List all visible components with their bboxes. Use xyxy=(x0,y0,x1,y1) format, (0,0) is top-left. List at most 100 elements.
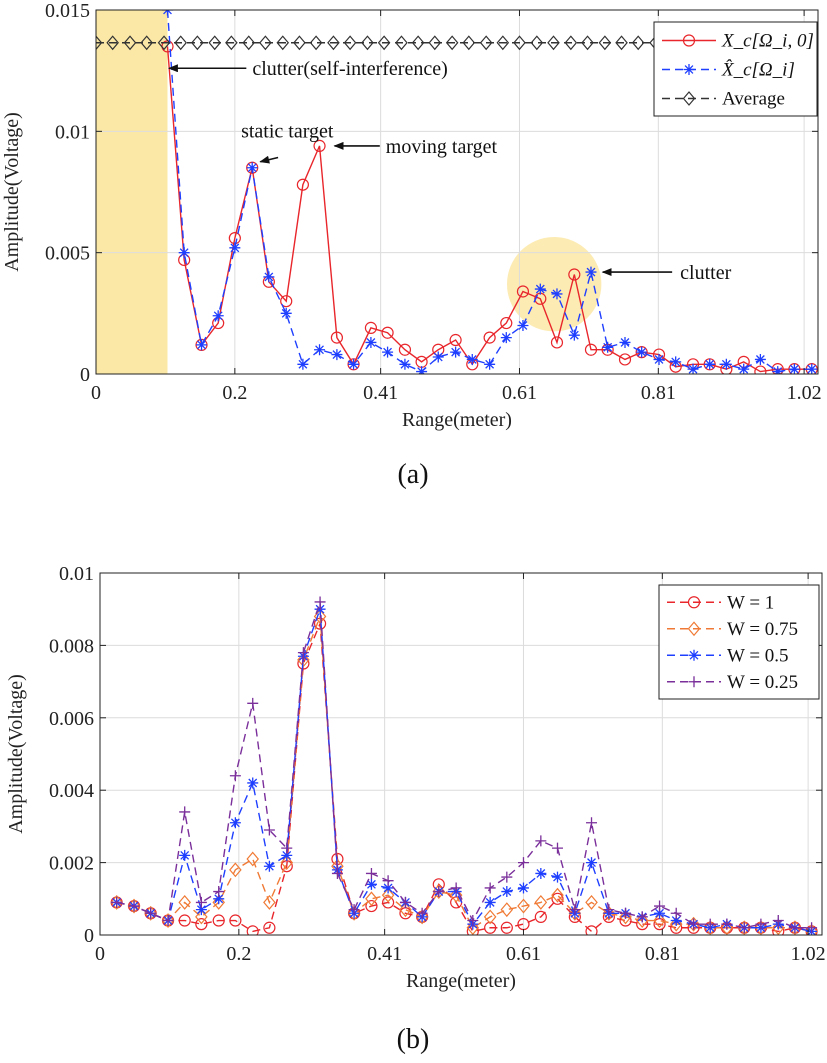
data-point-s0 xyxy=(382,896,395,909)
data-point-s0 xyxy=(263,921,276,934)
x-tick-label: 1.02 xyxy=(791,943,826,965)
data-point-s3 xyxy=(297,647,309,659)
data-point-s2 xyxy=(140,35,153,51)
data-point-s0 xyxy=(618,353,632,366)
data-point-s1 xyxy=(399,358,411,370)
data-point-s3 xyxy=(399,896,411,908)
data-point-s0 xyxy=(500,921,513,934)
x-axis-title-b: Range(meter) xyxy=(406,970,516,992)
x-axis-title-a: Range(meter) xyxy=(402,409,512,431)
data-point-s3 xyxy=(670,907,682,919)
x-tick-label: 0.41 xyxy=(367,943,402,965)
data-point-s1 xyxy=(196,339,208,351)
data-point-s2 xyxy=(382,882,394,894)
data-point-s2 xyxy=(581,35,594,51)
data-point-s1 xyxy=(331,349,343,361)
data-point-s1 xyxy=(720,358,732,370)
y-tick-label: 0.01 xyxy=(55,121,90,143)
data-point-s2 xyxy=(327,35,340,51)
y-tick-label: 0 xyxy=(80,364,90,386)
data-point-s1 xyxy=(500,332,512,344)
data-point-s3 xyxy=(755,918,767,930)
data-point-s3 xyxy=(145,907,157,919)
data-point-s1 xyxy=(212,310,224,322)
data-point-s3 xyxy=(128,900,140,912)
data-point-s1 xyxy=(687,363,699,374)
data-point-s1 xyxy=(229,242,241,254)
data-point-s2 xyxy=(309,35,323,51)
data-point-s3 xyxy=(314,596,326,608)
data-point-s1 xyxy=(737,920,751,935)
data-point-s0 xyxy=(296,178,309,191)
data-point-s2 xyxy=(564,35,578,51)
data-point-s1 xyxy=(297,358,309,370)
data-point-s3 xyxy=(535,835,547,847)
x-tick-label: 0 xyxy=(91,382,101,404)
data-point-s3 xyxy=(569,904,581,916)
data-point-s3 xyxy=(213,886,225,898)
data-point-s2 xyxy=(517,882,529,894)
y-tick-label: 0 xyxy=(84,925,94,947)
data-point-s2 xyxy=(195,904,207,916)
data-point-s3 xyxy=(484,882,496,894)
legend-a: X_c[Ω_i, 0] X̂_c[Ω_i] Average xyxy=(653,21,818,117)
data-point-s1 xyxy=(381,887,395,903)
data-point-s3 xyxy=(365,867,377,879)
data-point-s0 xyxy=(364,321,378,334)
data-point-s2 xyxy=(535,867,547,879)
data-point-s2 xyxy=(247,777,259,789)
data-point-s0 xyxy=(195,918,208,931)
annotation-label: static target xyxy=(241,120,334,142)
data-point-s2 xyxy=(365,878,377,890)
caption-b: (b) xyxy=(397,1024,430,1055)
data-point-s3 xyxy=(433,886,445,898)
legend-marker-sample xyxy=(687,621,701,637)
data-point-s3 xyxy=(229,770,241,782)
annotation-arrow xyxy=(259,155,279,164)
data-point-s1 xyxy=(263,271,275,283)
clutter-highlight-circle xyxy=(506,237,602,332)
data-point-s3 xyxy=(281,842,293,854)
ticks-b: 0 0.2 0.41 0.61 0.81 1.02 0 0.002 0.004 0.006 0.00… xyxy=(49,563,826,965)
data-point-s2 xyxy=(395,35,408,51)
data-point-s0 xyxy=(381,326,394,339)
data-point-s0 xyxy=(754,365,767,374)
data-point-s3 xyxy=(195,896,207,908)
data-point-s1 xyxy=(466,920,480,935)
data-point-s1 xyxy=(347,905,361,921)
annotations-a: clutter(self-interference) static target m… xyxy=(167,58,732,284)
data-point-s2 xyxy=(670,915,682,927)
data-point-s1 xyxy=(568,905,582,921)
data-point-s3 xyxy=(517,857,529,869)
data-point-s1 xyxy=(653,353,665,365)
data-point-s1 xyxy=(754,353,766,365)
data-point-s3 xyxy=(501,871,513,883)
y-axis-title-b: Amplitude(Voltage) xyxy=(5,674,27,834)
data-point-s1 xyxy=(466,353,478,365)
data-point-s3 xyxy=(450,882,462,894)
data-point-s3 xyxy=(162,915,174,927)
data-point-s3 xyxy=(247,697,259,709)
axes-frame-b xyxy=(99,572,823,936)
data-point-s0 xyxy=(246,925,259,935)
annotation-label: clutter xyxy=(680,262,731,284)
data-point-s2 xyxy=(157,35,171,51)
legend-marker-sample xyxy=(687,596,701,609)
x-tick-label: 0.61 xyxy=(506,943,541,965)
data-point-s2 xyxy=(191,35,204,51)
data-point-s3 xyxy=(704,918,716,930)
x-tick-label: 0.81 xyxy=(641,382,676,404)
chart-panel-a: 0 0.2 0.41 0.61 0.81 1.02 0 0.005 0.01 0.015 clut… xyxy=(1,0,822,490)
legend-marker-sample xyxy=(688,676,700,688)
data-point-s2 xyxy=(445,35,459,51)
data-point-s1 xyxy=(280,307,292,319)
data-point-s2 xyxy=(276,35,290,51)
data-point-s1 xyxy=(602,905,616,921)
data-point-s1 xyxy=(534,894,548,910)
data-point-s3 xyxy=(586,817,598,829)
data-point-s1 xyxy=(314,344,326,356)
data-point-s1 xyxy=(636,346,648,358)
data-point-s1 xyxy=(635,913,649,928)
data-point-s3 xyxy=(331,867,343,879)
